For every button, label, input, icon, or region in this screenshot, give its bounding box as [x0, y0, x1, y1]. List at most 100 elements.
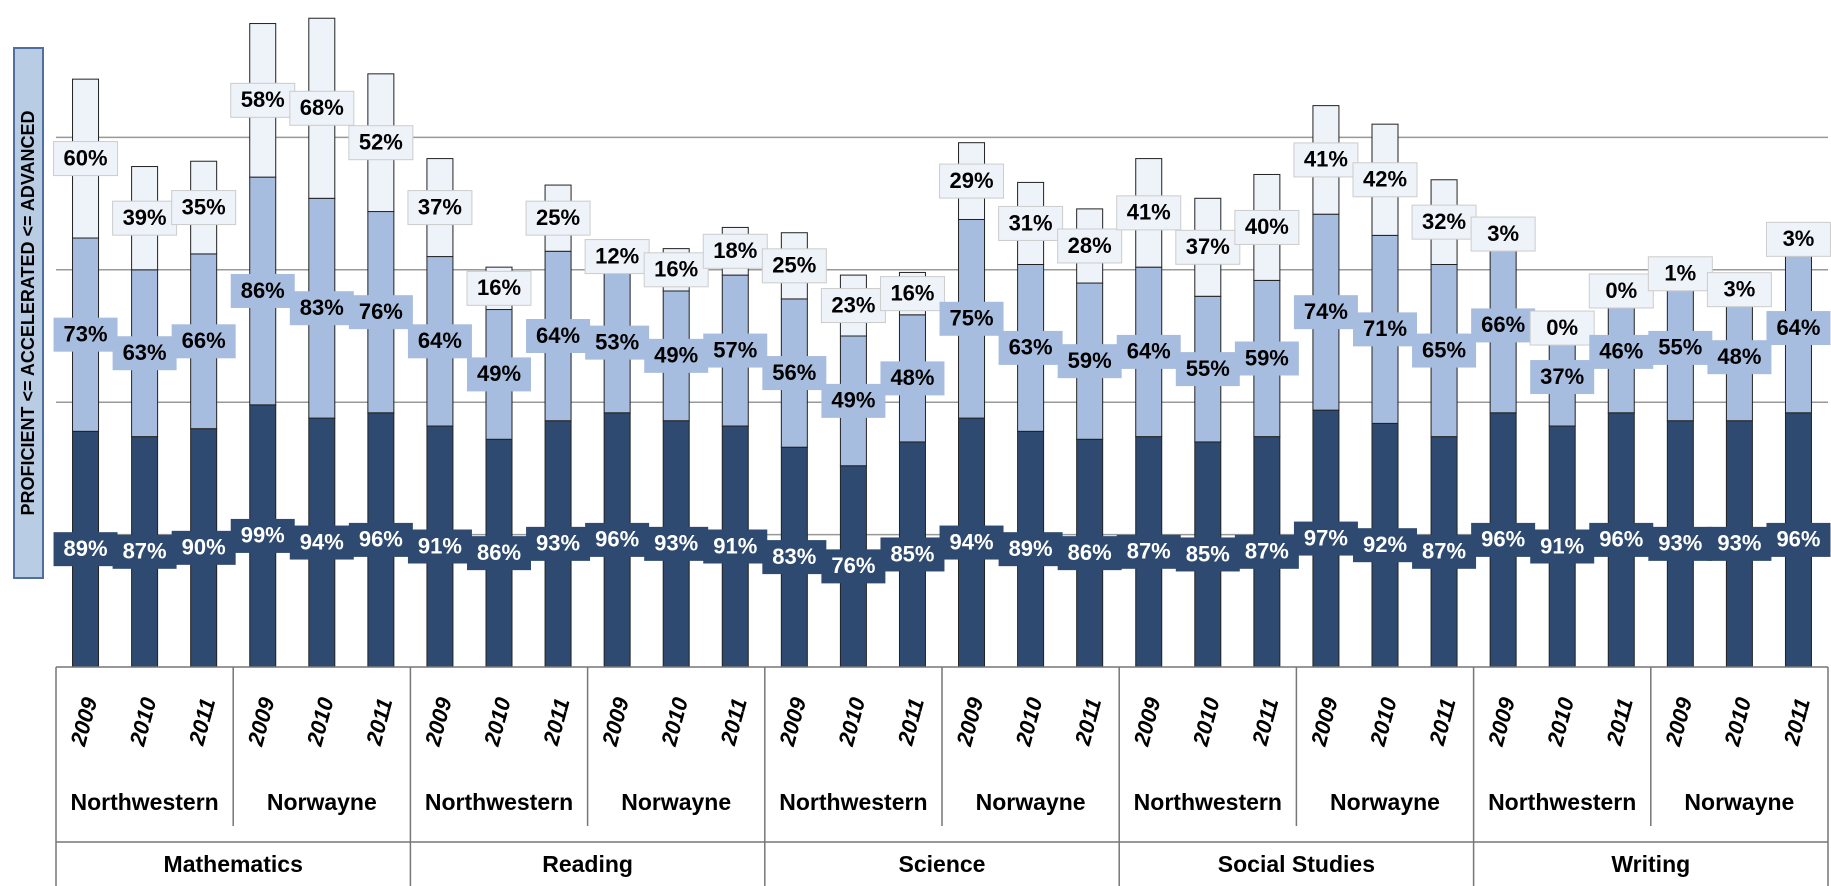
data-label: 91% — [1530, 529, 1595, 564]
data-label-box — [1234, 341, 1299, 376]
data-label-box — [407, 324, 472, 359]
data-label-text: 97% — [1304, 525, 1348, 550]
data-label-box — [289, 90, 355, 126]
data-label: 87% — [1412, 534, 1477, 569]
data-label-text: 93% — [654, 531, 698, 556]
data-label-text: 89% — [64, 536, 108, 561]
data-label-box — [762, 540, 827, 575]
data-label-text: 52% — [359, 130, 403, 155]
data-label: 74% — [1293, 295, 1358, 330]
data-label-text: 76% — [831, 553, 875, 578]
data-label-text: 91% — [418, 533, 462, 558]
data-label-box — [584, 239, 650, 275]
data-label: 87% — [1234, 534, 1299, 569]
x-tick-label: 2011 — [538, 695, 575, 748]
data-label-box — [467, 357, 531, 392]
data-label-text: 1% — [1664, 261, 1696, 286]
data-label-box — [466, 270, 532, 306]
data-label-box — [348, 295, 413, 330]
data-label: 41% — [1293, 142, 1359, 178]
x-tick-label: 2009 — [1306, 694, 1343, 749]
data-label-text: 83% — [772, 544, 816, 569]
data-label: 41% — [1116, 195, 1182, 231]
data-label-box — [467, 536, 531, 571]
data-label: 96% — [348, 522, 413, 557]
data-label-box — [230, 82, 296, 118]
data-label: 12% — [584, 239, 650, 275]
data-label: 46% — [1589, 334, 1654, 369]
data-label-box — [1529, 310, 1595, 346]
data-label-text: 89% — [1009, 536, 1053, 561]
data-label-box — [1293, 295, 1358, 330]
data-label: 23% — [820, 288, 886, 324]
data-label-box — [998, 330, 1063, 365]
data-label-text: 63% — [123, 340, 167, 365]
data-label-text: 85% — [890, 541, 934, 566]
x-tick-label: 2009 — [1483, 694, 1520, 749]
school-label: Norwayne — [976, 789, 1086, 815]
data-label-box — [585, 325, 650, 360]
data-label-text: 53% — [595, 329, 639, 354]
data-label-text: 49% — [654, 343, 698, 368]
data-label-text: 76% — [359, 299, 403, 324]
data-label: 64% — [1766, 311, 1831, 346]
data-label: 76% — [821, 549, 886, 584]
data-label: 85% — [1175, 537, 1240, 572]
data-label: 16% — [643, 252, 709, 288]
data-label-box — [1648, 330, 1713, 365]
data-label-box — [1471, 522, 1536, 557]
data-label-text: 75% — [950, 306, 994, 331]
data-label: 63% — [998, 330, 1063, 365]
data-label: 59% — [1057, 344, 1122, 379]
data-label-box — [1057, 228, 1123, 264]
data-label-box — [171, 190, 237, 226]
data-label-box — [702, 233, 768, 269]
data-label: 37% — [1530, 360, 1595, 395]
data-label-text: 41% — [1304, 147, 1348, 172]
subject-label: Social Studies — [1218, 851, 1375, 877]
data-label-text: 86% — [477, 540, 521, 565]
data-label-box — [348, 125, 414, 161]
data-label: 93% — [526, 526, 591, 561]
data-label-text: 59% — [1068, 348, 1112, 373]
data-label: 1% — [1647, 256, 1713, 292]
data-label: 99% — [230, 518, 295, 553]
data-label: 64% — [1116, 334, 1181, 369]
data-label-box — [407, 529, 472, 564]
data-label: 66% — [1471, 308, 1536, 343]
school-label: Norwayne — [1330, 789, 1440, 815]
data-label-text: 91% — [1540, 533, 1584, 558]
data-label-text: 39% — [123, 205, 167, 230]
data-label-text: 0% — [1546, 315, 1578, 340]
data-label-box — [1648, 526, 1713, 561]
data-label-box — [1057, 536, 1122, 571]
data-label-box — [1706, 272, 1772, 308]
x-tick-label: 2010 — [1365, 694, 1402, 749]
data-label: 60% — [53, 141, 119, 177]
x-tick-label: 2010 — [656, 694, 693, 749]
school-label: Northwestern — [1488, 789, 1636, 815]
data-label-text: 3% — [1487, 221, 1519, 246]
data-label-box — [1411, 204, 1477, 240]
data-label-text: 25% — [772, 253, 816, 278]
data-label-box — [1293, 521, 1358, 556]
data-label-box — [761, 248, 827, 284]
x-tick-label: 2011 — [361, 695, 398, 748]
data-label-box — [1707, 340, 1772, 375]
data-label-box — [1530, 360, 1595, 395]
x-tick-label: 2011 — [1778, 695, 1815, 748]
data-label-text: 29% — [950, 168, 994, 193]
data-label: 0% — [1529, 310, 1595, 346]
data-label-box — [1116, 334, 1181, 369]
data-label-box — [880, 537, 945, 572]
data-label-text: 55% — [1658, 335, 1702, 360]
data-label-box — [53, 532, 118, 567]
data-label-box — [1175, 537, 1240, 572]
data-label-text: 48% — [1717, 344, 1761, 369]
x-tick-label: 2010 — [1010, 694, 1047, 749]
data-label-box — [1234, 209, 1300, 245]
data-label-text: 66% — [1481, 312, 1525, 337]
data-label: 90% — [171, 530, 236, 565]
data-label: 28% — [1057, 228, 1123, 264]
data-label: 86% — [230, 273, 295, 308]
